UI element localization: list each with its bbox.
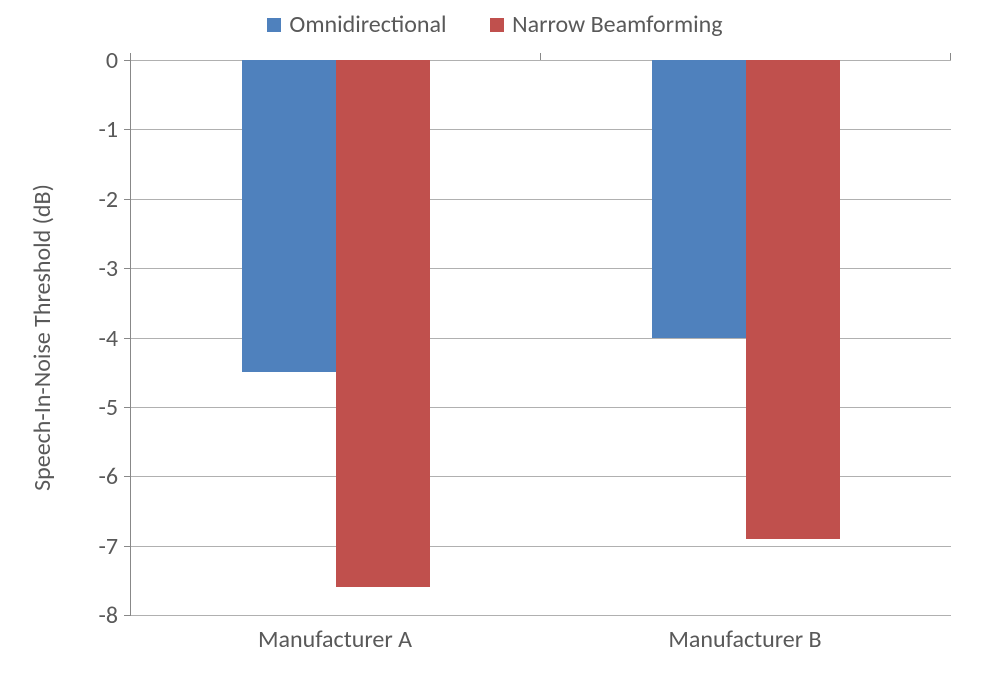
y-tick-label: -4 [68, 324, 118, 353]
y-tick-label: -7 [68, 532, 118, 561]
legend: Omnidirectional Narrow Beamforming [0, 10, 990, 39]
y-tick-mark [124, 476, 131, 477]
y-tick-mark [124, 199, 131, 200]
y-tick-mark [124, 60, 131, 61]
legend-item-narrow: Narrow Beamforming [490, 10, 722, 39]
legend-label-omni: Omnidirectional [289, 10, 446, 39]
x-tick-mark [130, 53, 131, 60]
y-tick-mark [124, 129, 131, 130]
y-tick-mark [124, 407, 131, 408]
bar [242, 60, 336, 372]
bar [746, 60, 840, 539]
bar [336, 60, 430, 587]
x-tick-mark [950, 53, 951, 60]
y-tick-label: 0 [68, 46, 118, 75]
gridline [131, 546, 951, 547]
legend-item-omni: Omnidirectional [267, 10, 446, 39]
x-tick-mark [540, 53, 541, 60]
bar [652, 60, 746, 338]
legend-swatch-omni [267, 18, 281, 32]
chart-container: Omnidirectional Narrow Beamforming Speec… [0, 0, 990, 688]
y-tick-label: -8 [68, 601, 118, 630]
gridline [131, 615, 951, 616]
y-axis-title: Speech-In-Noise Threshold (dB) [28, 60, 57, 615]
x-category-label: Manufacturer A [130, 625, 540, 654]
y-tick-label: -2 [68, 185, 118, 214]
y-tick-mark [124, 268, 131, 269]
y-tick-mark [124, 546, 131, 547]
y-tick-label: -1 [68, 115, 118, 144]
plot-area [130, 60, 951, 615]
y-tick-label: -5 [68, 393, 118, 422]
y-tick-label: -3 [68, 254, 118, 283]
y-tick-mark [124, 338, 131, 339]
y-tick-label: -6 [68, 462, 118, 491]
x-category-label: Manufacturer B [540, 625, 950, 654]
y-tick-mark [124, 615, 131, 616]
legend-label-narrow: Narrow Beamforming [512, 10, 722, 39]
legend-swatch-narrow [490, 18, 504, 32]
